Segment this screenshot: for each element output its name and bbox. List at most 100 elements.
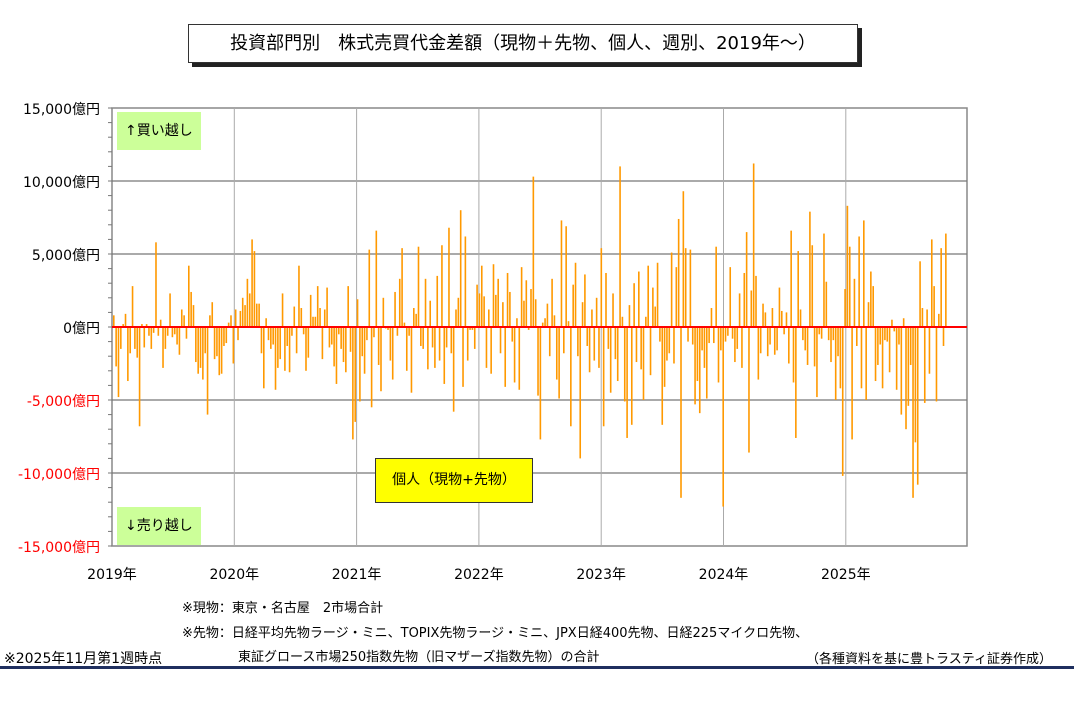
y-tick-label: 0億円 (63, 321, 100, 337)
bar-2025 (863, 220, 865, 327)
bar-2021 (366, 327, 368, 341)
bar-2020 (340, 327, 342, 349)
note-as-of: ※2025年11月第1週時点 (4, 651, 163, 667)
bar-2025 (919, 261, 921, 327)
bar-2021 (450, 327, 453, 354)
bar-2023 (675, 267, 678, 327)
bar-2025 (888, 327, 891, 373)
bar-2025 (879, 327, 882, 345)
bar-2020 (237, 327, 239, 341)
bar-2020 (251, 239, 253, 327)
bar-2024 (762, 303, 764, 327)
bar-2025 (895, 327, 898, 390)
bar-2022 (546, 303, 549, 327)
bar-2019 (173, 327, 176, 335)
bar-2022 (534, 299, 537, 327)
bar-2025 (881, 327, 884, 389)
bar-2024 (771, 308, 774, 327)
bar-2023 (612, 293, 614, 327)
bar-2020 (277, 327, 279, 368)
bar-2025 (860, 327, 863, 389)
bar-2021 (380, 327, 382, 392)
bar-2019 (169, 293, 171, 327)
bar-2022 (480, 265, 483, 327)
bar-2021 (405, 327, 408, 371)
x-tick-label: 2019年 (87, 567, 137, 583)
bar-2024 (811, 245, 814, 327)
bar-2020 (284, 327, 286, 371)
bar-2023 (642, 327, 645, 400)
note-futures-2: 東証グロース市場250指数先物（旧マザーズ指数先物）の合計 (238, 650, 600, 665)
bar-2025 (912, 327, 914, 498)
bar-2022 (495, 294, 497, 327)
bar-2023 (689, 249, 692, 327)
bar-2025 (865, 327, 867, 400)
bar-2020 (321, 327, 324, 360)
bar-2021 (429, 300, 432, 327)
bar-2025 (945, 233, 947, 327)
bar-2024 (778, 287, 781, 327)
bar-2021 (452, 327, 455, 412)
bar-2024 (797, 251, 799, 327)
bar-2025 (846, 205, 849, 327)
bar-2024 (780, 310, 783, 327)
bar-2024 (785, 312, 788, 327)
bar-2022 (497, 278, 499, 327)
bar-2023 (647, 265, 649, 327)
bar-2025 (867, 302, 870, 327)
buy-label: ↑買い越し (117, 112, 201, 150)
bar-2023 (652, 287, 654, 327)
bar-2021 (471, 327, 474, 330)
bar-2019 (138, 327, 141, 427)
bar-2022 (598, 327, 600, 368)
bar-2019 (143, 327, 146, 348)
bar-2024 (804, 327, 807, 351)
bar-2023 (670, 252, 673, 327)
bar-2023 (713, 327, 715, 344)
bar-2021 (457, 297, 460, 327)
bar-2023 (703, 327, 706, 368)
bar-2019 (152, 327, 155, 333)
bar-2020 (244, 305, 246, 327)
bar-2021 (473, 327, 476, 349)
bar-2021 (459, 210, 462, 327)
bar-2024 (731, 327, 734, 339)
bar-2020 (286, 327, 289, 346)
bar-2020 (345, 327, 347, 373)
bar-2022 (520, 267, 523, 327)
bar-2019 (162, 327, 164, 368)
bar-2019 (216, 327, 218, 357)
y-tick-label: 15,000億円 (23, 102, 100, 118)
bar-2020 (347, 286, 349, 327)
x-tick-label: 2021年 (331, 567, 382, 583)
sell-label: ↓売り越し (117, 507, 201, 545)
bar-2021 (387, 327, 389, 330)
bar-2022 (504, 327, 507, 387)
bar-2023 (684, 248, 687, 327)
bar-2023 (605, 272, 607, 327)
bar-2024 (832, 327, 835, 341)
bar-2024 (799, 309, 802, 327)
bar-2021 (420, 327, 422, 346)
bar-2019 (204, 327, 207, 354)
bar-2022 (509, 291, 511, 327)
bar-2020 (265, 318, 267, 327)
bar-2019 (115, 327, 117, 367)
bar-2025 (872, 286, 874, 327)
bar-2023 (666, 327, 668, 361)
bar-2019 (185, 327, 188, 339)
bar-2019 (129, 327, 132, 354)
bar-2024 (757, 327, 760, 380)
bar-2020 (298, 265, 300, 327)
bar-2024 (776, 327, 778, 351)
bar-2019 (122, 324, 124, 327)
bar-2023 (645, 316, 647, 327)
bar-2025 (884, 327, 886, 341)
bar-2020 (309, 294, 312, 327)
bar-2023 (600, 248, 603, 327)
bar-2024 (820, 327, 823, 339)
bar-2020 (291, 327, 293, 336)
bar-2019 (150, 327, 153, 349)
bar-2025 (874, 327, 877, 382)
bar-2020 (352, 327, 354, 440)
